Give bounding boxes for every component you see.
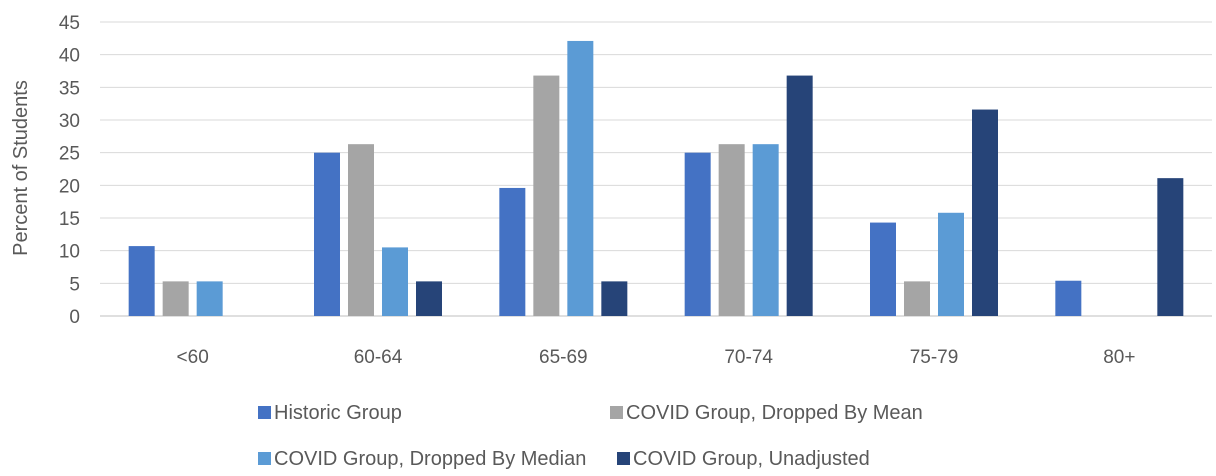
- gridlines: [100, 21, 1212, 317]
- y-tick-label: 5: [69, 274, 80, 295]
- legend-swatch: [610, 406, 623, 419]
- y-tick-label: 30: [59, 111, 80, 132]
- bar: [870, 222, 896, 316]
- bar: [938, 212, 964, 316]
- x-tick-label: 60-64: [354, 347, 403, 368]
- bar: [314, 152, 340, 316]
- bar: [533, 75, 560, 316]
- y-tick-label: 40: [59, 46, 80, 67]
- y-tick-label: 0: [69, 307, 80, 328]
- legend: Historic Group COVID Group, Dropped By Me…: [258, 402, 923, 470]
- bars: [128, 40, 1184, 317]
- bar: [162, 281, 189, 316]
- y-tick-label: 35: [59, 78, 80, 99]
- bar: [786, 75, 813, 316]
- y-tick-label: 25: [59, 144, 80, 165]
- bar: [972, 109, 998, 317]
- bar: [601, 281, 628, 316]
- bar: [718, 144, 745, 316]
- y-tick-label: 10: [59, 242, 80, 263]
- bar: [1157, 178, 1184, 316]
- y-axis-ticks: 0 5 10 15 20 25 30 35 40 45: [59, 13, 80, 328]
- x-axis-ticks: <60 60-64 65-69 70-74 75-79 80+: [177, 347, 1136, 368]
- legend-label: COVID Group, Dropped By Median: [274, 448, 586, 470]
- legend-label: COVID Group, Dropped By Mean: [626, 402, 923, 424]
- bar: [752, 144, 779, 316]
- y-axis-title: Percent of Students: [10, 80, 32, 256]
- x-tick-label: <60: [177, 347, 209, 368]
- legend-label: COVID Group, Unadjusted: [633, 448, 870, 470]
- y-tick-label: 15: [59, 209, 80, 230]
- bar: [416, 281, 442, 316]
- x-tick-label: 75-79: [910, 347, 959, 368]
- bar: [382, 247, 408, 316]
- bar: [684, 152, 711, 316]
- bar: [196, 281, 223, 316]
- legend-swatch: [258, 452, 271, 465]
- x-tick-label: 65-69: [539, 347, 588, 368]
- legend-swatch: [617, 452, 630, 465]
- bar: [499, 187, 526, 316]
- x-tick-label: 70-74: [724, 347, 773, 368]
- bar: [128, 246, 155, 316]
- x-tick-label: 80+: [1103, 347, 1135, 368]
- y-tick-label: 20: [59, 176, 80, 197]
- y-tick-label: 45: [59, 13, 80, 34]
- bar: [1055, 280, 1082, 316]
- bar: [567, 40, 594, 317]
- legend-swatch: [258, 406, 271, 419]
- legend-label: Historic Group: [274, 402, 402, 424]
- bar: [348, 144, 374, 316]
- bar: [904, 281, 930, 316]
